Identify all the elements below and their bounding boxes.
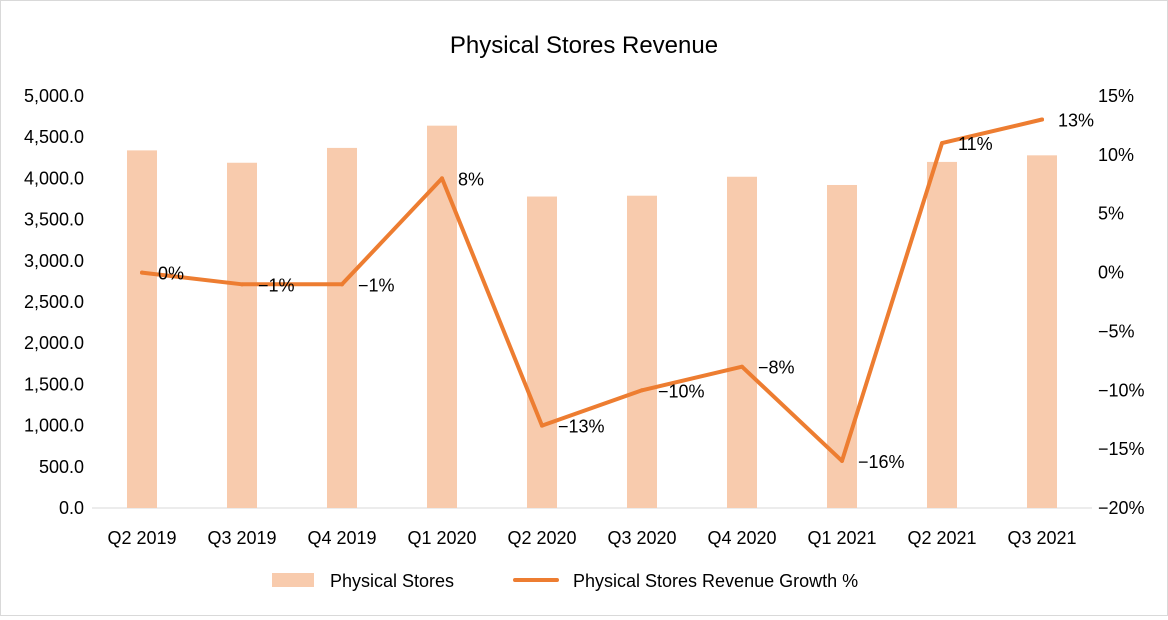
growth-line bbox=[140, 117, 1044, 463]
left-axis-tick-label: 0.0 bbox=[59, 498, 84, 518]
growth-point bbox=[740, 364, 744, 369]
line-data-labels: 0% −1% −1% 8% −13% −10% −8% −16% 11% 13% bbox=[158, 111, 1094, 472]
bar bbox=[527, 196, 557, 508]
right-axis-tick-label: −10% bbox=[1098, 380, 1145, 400]
growth-data-label: −13% bbox=[558, 417, 605, 437]
right-axis-tick-label: −5% bbox=[1098, 321, 1135, 341]
right-axis-tick-label: 5% bbox=[1098, 204, 1124, 224]
x-axis-tick-label: Q4 2020 bbox=[707, 528, 776, 548]
right-axis-tick-label: 0% bbox=[1098, 263, 1124, 283]
bar bbox=[927, 161, 957, 509]
growth-point bbox=[840, 458, 844, 463]
x-axis-tick-label: Q2 2020 bbox=[507, 528, 576, 548]
bar bbox=[227, 162, 257, 508]
legend-label-growth: Physical Stores Revenue Growth % bbox=[573, 571, 858, 591]
x-axis-tick-label: Q1 2020 bbox=[407, 528, 476, 548]
right-axis: −20% −15% −10% −5% 0% 5% 10% 15% bbox=[1098, 86, 1145, 518]
bar bbox=[127, 150, 157, 508]
growth-point bbox=[140, 270, 144, 275]
legend-label-physical-stores: Physical Stores bbox=[330, 571, 454, 591]
left-axis: 0.0 500.0 1,000.0 1,500.0 2,000.0 2,500.0 3,00… bbox=[24, 86, 84, 518]
left-axis-tick-label: 4,500.0 bbox=[24, 127, 84, 147]
growth-data-label: 13% bbox=[1058, 111, 1094, 131]
left-axis-tick-label: 1,000.0 bbox=[24, 416, 84, 436]
x-axis: Q2 2019 Q3 2019 Q4 2019 Q1 2020 Q2 2020 Q3 20… bbox=[107, 528, 1076, 548]
x-axis-tick-label: Q2 2021 bbox=[907, 528, 976, 548]
bar bbox=[327, 147, 357, 509]
left-axis-tick-label: 2,500.0 bbox=[24, 292, 84, 312]
x-axis-tick-label: Q1 2021 bbox=[807, 528, 876, 548]
growth-data-label: 0% bbox=[158, 264, 184, 284]
left-axis-tick-label: 1,500.0 bbox=[24, 374, 84, 394]
growth-point bbox=[940, 141, 944, 146]
legend: Physical Stores Physical Stores Revenue … bbox=[272, 571, 858, 591]
left-axis-tick-label: 3,000.0 bbox=[24, 251, 84, 271]
chart-title: Physical Stores Revenue bbox=[450, 32, 718, 59]
bar-series bbox=[127, 125, 1057, 509]
right-axis-tick-label: 15% bbox=[1098, 86, 1134, 106]
growth-data-label: −8% bbox=[758, 358, 795, 378]
left-axis-tick-label: 500.0 bbox=[39, 457, 84, 477]
growth-data-label: −1% bbox=[258, 275, 295, 295]
bar bbox=[727, 176, 757, 508]
growth-data-label: −16% bbox=[858, 452, 905, 472]
right-axis-tick-label: −20% bbox=[1098, 498, 1145, 518]
growth-data-label: 11% bbox=[958, 134, 993, 154]
x-axis-tick-label: Q4 2019 bbox=[307, 528, 376, 548]
left-axis-tick-label: 5,000.0 bbox=[24, 86, 84, 106]
legend-swatch-physical-stores bbox=[272, 573, 314, 587]
growth-point bbox=[540, 423, 544, 428]
right-axis-tick-label: −15% bbox=[1098, 439, 1145, 459]
x-axis-tick-label: Q2 2019 bbox=[107, 528, 176, 548]
growth-point bbox=[1040, 117, 1044, 122]
left-axis-tick-label: 3,500.0 bbox=[24, 210, 84, 230]
growth-point bbox=[240, 282, 244, 287]
growth-data-label: −10% bbox=[658, 381, 705, 401]
right-axis-tick-label: 10% bbox=[1098, 145, 1134, 165]
bar bbox=[1027, 155, 1057, 508]
x-axis-tick-label: Q3 2019 bbox=[207, 528, 276, 548]
growth-point bbox=[340, 282, 344, 287]
growth-data-label: 8% bbox=[458, 169, 484, 189]
left-axis-tick-label: 2,000.0 bbox=[24, 333, 84, 353]
growth-data-label: −1% bbox=[358, 275, 395, 295]
growth-point bbox=[440, 176, 444, 181]
growth-point bbox=[640, 388, 644, 393]
bar bbox=[627, 195, 657, 509]
line-series bbox=[140, 117, 1044, 463]
left-axis-tick-label: 4,000.0 bbox=[24, 168, 84, 188]
x-axis-tick-label: Q3 2021 bbox=[1007, 528, 1076, 548]
x-axis-tick-label: Q3 2020 bbox=[607, 528, 676, 548]
